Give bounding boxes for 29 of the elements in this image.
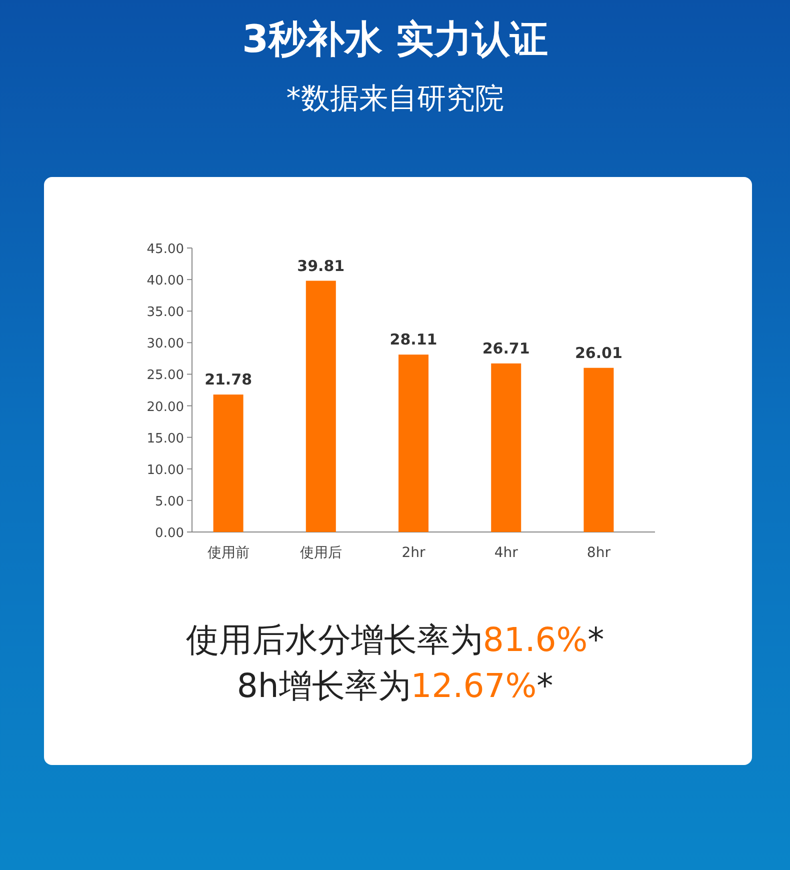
x-tick-label: 8hr	[586, 545, 611, 561]
y-tick-label: 40.00	[146, 274, 184, 289]
y-tick-label: 35.00	[146, 305, 184, 320]
data-label: 39.81	[297, 256, 345, 275]
y-tick-label: 10.00	[146, 462, 184, 478]
chart-subtitle: *数据来自研究院	[286, 81, 504, 115]
bar	[584, 368, 614, 532]
bar	[491, 363, 522, 532]
x-tick-label: 4hr	[494, 545, 518, 561]
data-label: 28.11	[390, 330, 438, 349]
text: 使用后水分增长率为81.6%*	[186, 620, 604, 659]
x-tick-label: 2hr	[402, 545, 426, 561]
text: 8h增长率为12.67%*	[236, 666, 554, 705]
x-tick-label: 使用后	[300, 545, 342, 561]
bar	[213, 394, 244, 532]
chart-title: 3秒补水 实力认证	[242, 17, 548, 61]
data-label: 26.71	[482, 339, 530, 358]
y-tick-label: 25.00	[146, 368, 184, 384]
data-label: 21.78	[204, 370, 252, 389]
y-tick-label: 20.00	[146, 400, 184, 415]
x-tick-label: 使用前	[207, 545, 250, 561]
bar	[398, 354, 428, 532]
data-label: 26.01	[574, 344, 622, 362]
y-tick-label: 0.00	[155, 526, 184, 541]
y-tick-label: 45.00	[146, 242, 184, 257]
y-tick-label: 15.00	[146, 431, 184, 446]
y-tick-label: 5.00	[155, 494, 184, 510]
y-tick-label: 30.00	[146, 336, 184, 352]
bar	[306, 280, 336, 532]
